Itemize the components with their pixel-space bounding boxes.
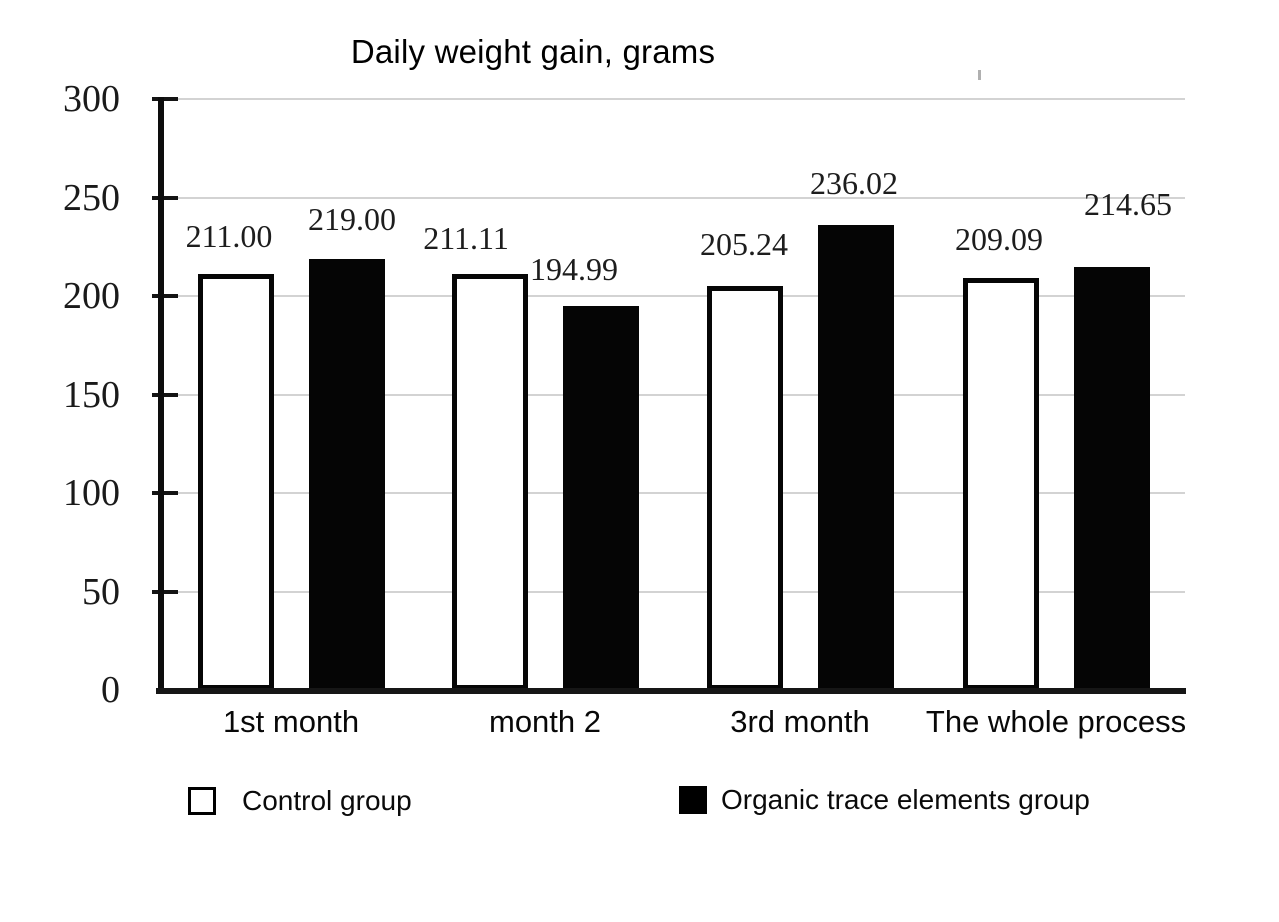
- legend-swatch-control-icon: [188, 787, 216, 815]
- y-tick-label: 100: [63, 472, 120, 514]
- bar-value-label: 211.11: [423, 220, 509, 256]
- bar-control: [198, 274, 274, 690]
- y-axis-line: [158, 97, 164, 693]
- bar-organic: [1074, 267, 1150, 690]
- bar-control: [707, 286, 783, 690]
- y-tick-label: 200: [63, 275, 120, 317]
- legend-swatch-organic-icon: [679, 786, 707, 814]
- y-tick-label: 50: [82, 571, 120, 613]
- gridline: [163, 591, 1185, 593]
- bar-value-label: 209.09: [955, 221, 1043, 257]
- y-axis-tick: [152, 590, 178, 594]
- y-tick-label: 300: [63, 78, 120, 120]
- x-category-label: 3rd month: [730, 704, 870, 739]
- bar-control: [452, 274, 528, 690]
- legend-label-organic: Organic trace elements group: [721, 784, 1090, 815]
- x-category-label: The whole process: [925, 704, 1187, 739]
- bar-value-label: 205.24: [700, 226, 788, 262]
- gridline: [163, 197, 1185, 199]
- bar-value-label: 211.00: [185, 218, 273, 254]
- bar-control: [963, 278, 1039, 690]
- y-axis-tick: [152, 97, 178, 101]
- x-category-label: 1st month: [222, 704, 360, 739]
- gridline: [163, 295, 1185, 297]
- y-tick-label: 0: [101, 669, 120, 711]
- stray-mark: [978, 70, 981, 80]
- bar-organic: [563, 306, 639, 690]
- y-axis-tick: [152, 393, 178, 397]
- y-axis-tick: [152, 196, 178, 200]
- gridline: [163, 98, 1185, 100]
- legend-label-control: Control group: [242, 785, 412, 816]
- y-tick-label: 150: [63, 374, 120, 416]
- gridline: [163, 492, 1185, 494]
- x-category-label: month 2: [488, 704, 602, 739]
- y-axis-tick: [152, 491, 178, 495]
- bar-organic: [818, 225, 894, 690]
- gridline: [163, 394, 1185, 396]
- bar-value-label: 194.99: [530, 251, 618, 287]
- y-tick-label: 250: [63, 177, 120, 219]
- bar-value-label: 214.65: [1084, 186, 1172, 222]
- chart-title: Daily weight gain, grams: [350, 33, 716, 70]
- bar-organic: [309, 259, 385, 690]
- bar-value-label: 219.00: [308, 201, 396, 237]
- x-axis-line: [156, 688, 1186, 694]
- bar-value-label: 236.02: [810, 165, 898, 201]
- y-axis-tick: [152, 294, 178, 298]
